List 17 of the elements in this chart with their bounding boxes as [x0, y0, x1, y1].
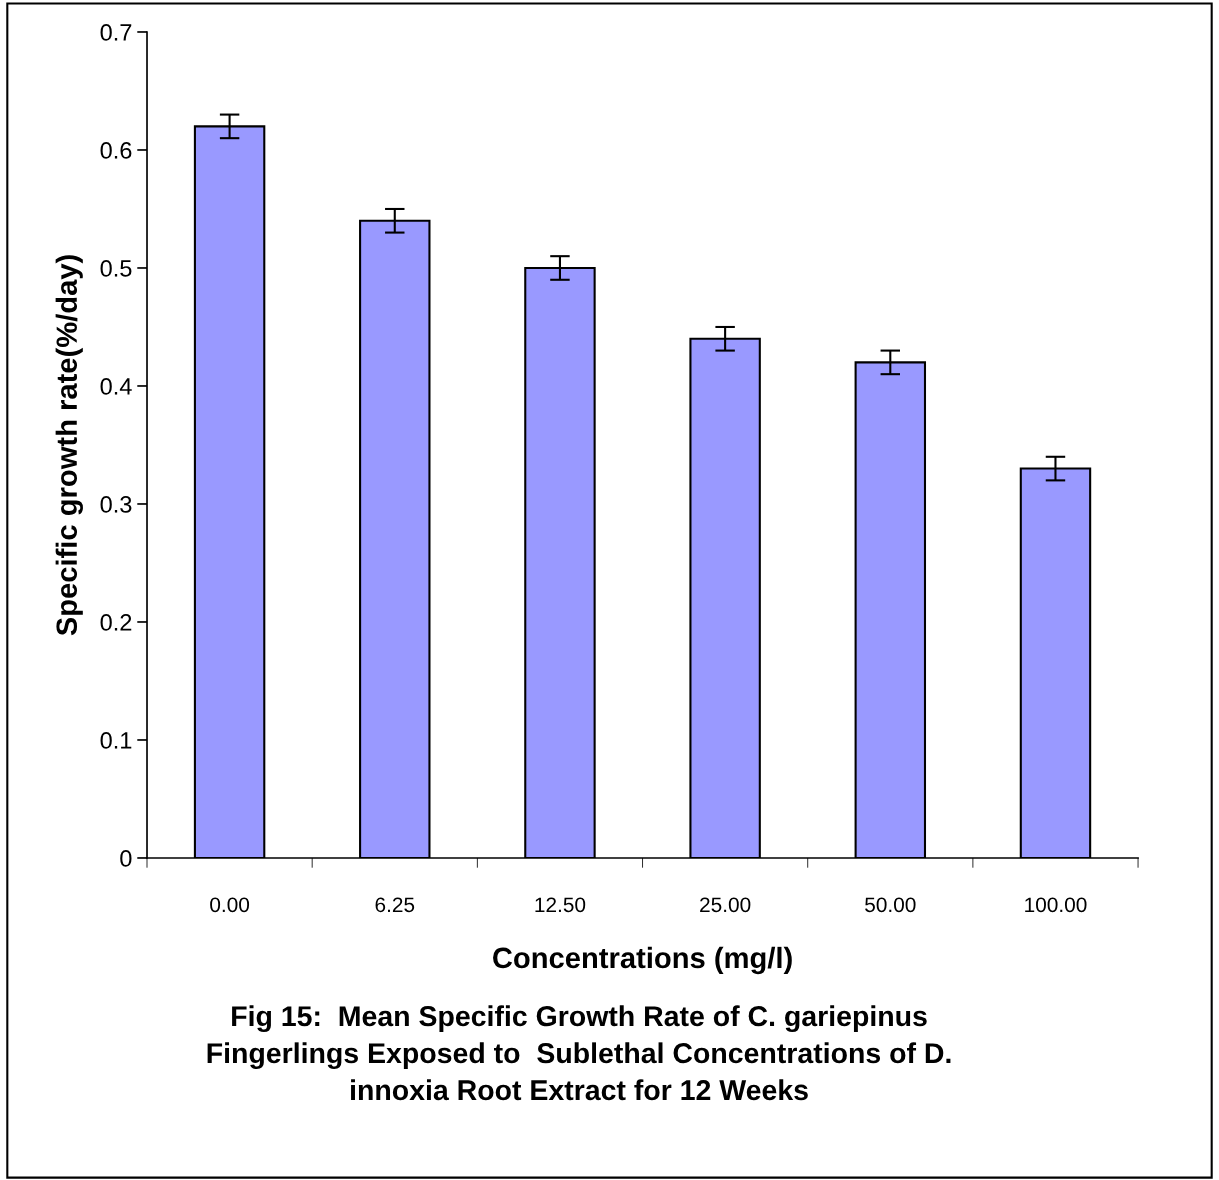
x-tick-label: 6.25 [375, 897, 415, 913]
x-tick-label: 12.50 [535, 897, 586, 913]
y-tick-label: 0 [120, 850, 132, 867]
y-tick-label: 0.1 [100, 732, 132, 749]
y-tick-label: 0.7 [100, 24, 132, 41]
y-tick-label: 0.3 [100, 496, 132, 513]
x-tick-label: 100.00 [1025, 897, 1087, 913]
caption: Fig 15: Mean Specific Growth Rate of C. gariepinus Fingerlings Exposed to Sublethal Concentrations of D. innoxia Root Extract for 12 Weeks [207, 1005, 951, 1101]
y-tick-label: 0.5 [100, 260, 132, 277]
y-tick-label: 0.6 [100, 142, 132, 159]
x-tick-label: 50.00 [865, 897, 916, 913]
y-axis-title: Specific growth rate(%/day) [55, 255, 83, 636]
x-tick-label: 0.00 [210, 897, 250, 913]
y-tick-label: 0.2 [100, 614, 132, 631]
x-axis-title: Concentrations (mg/l) [493, 946, 792, 975]
y-tick-label: 0.4 [100, 378, 132, 395]
x-tick-label: 25.00 [700, 897, 751, 913]
